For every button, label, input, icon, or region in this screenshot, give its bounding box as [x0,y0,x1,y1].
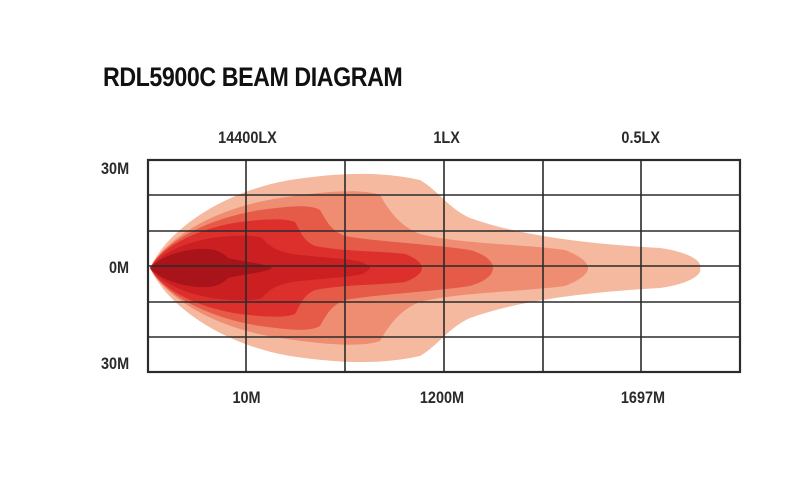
distance-label-10m: 10M [232,388,261,407]
grid [146,158,742,374]
lux-label-14400lx: 14400LX [218,128,277,147]
y-label-top: 30M [101,159,130,178]
y-label-bottom: 30M [101,354,130,373]
y-label-center: 0M [109,258,130,277]
distance-label-1697m: 1697M [620,388,666,407]
diagram-title: RDL5900C BEAM DIAGRAM [103,62,403,92]
distance-label-1200m: 1200M [419,388,465,407]
lux-label-0-5lx: 0.5LX [621,128,660,147]
beam-pattern [150,173,701,363]
beam-zone-core [150,248,272,288]
lux-label-1lx: 1LX [433,128,460,147]
